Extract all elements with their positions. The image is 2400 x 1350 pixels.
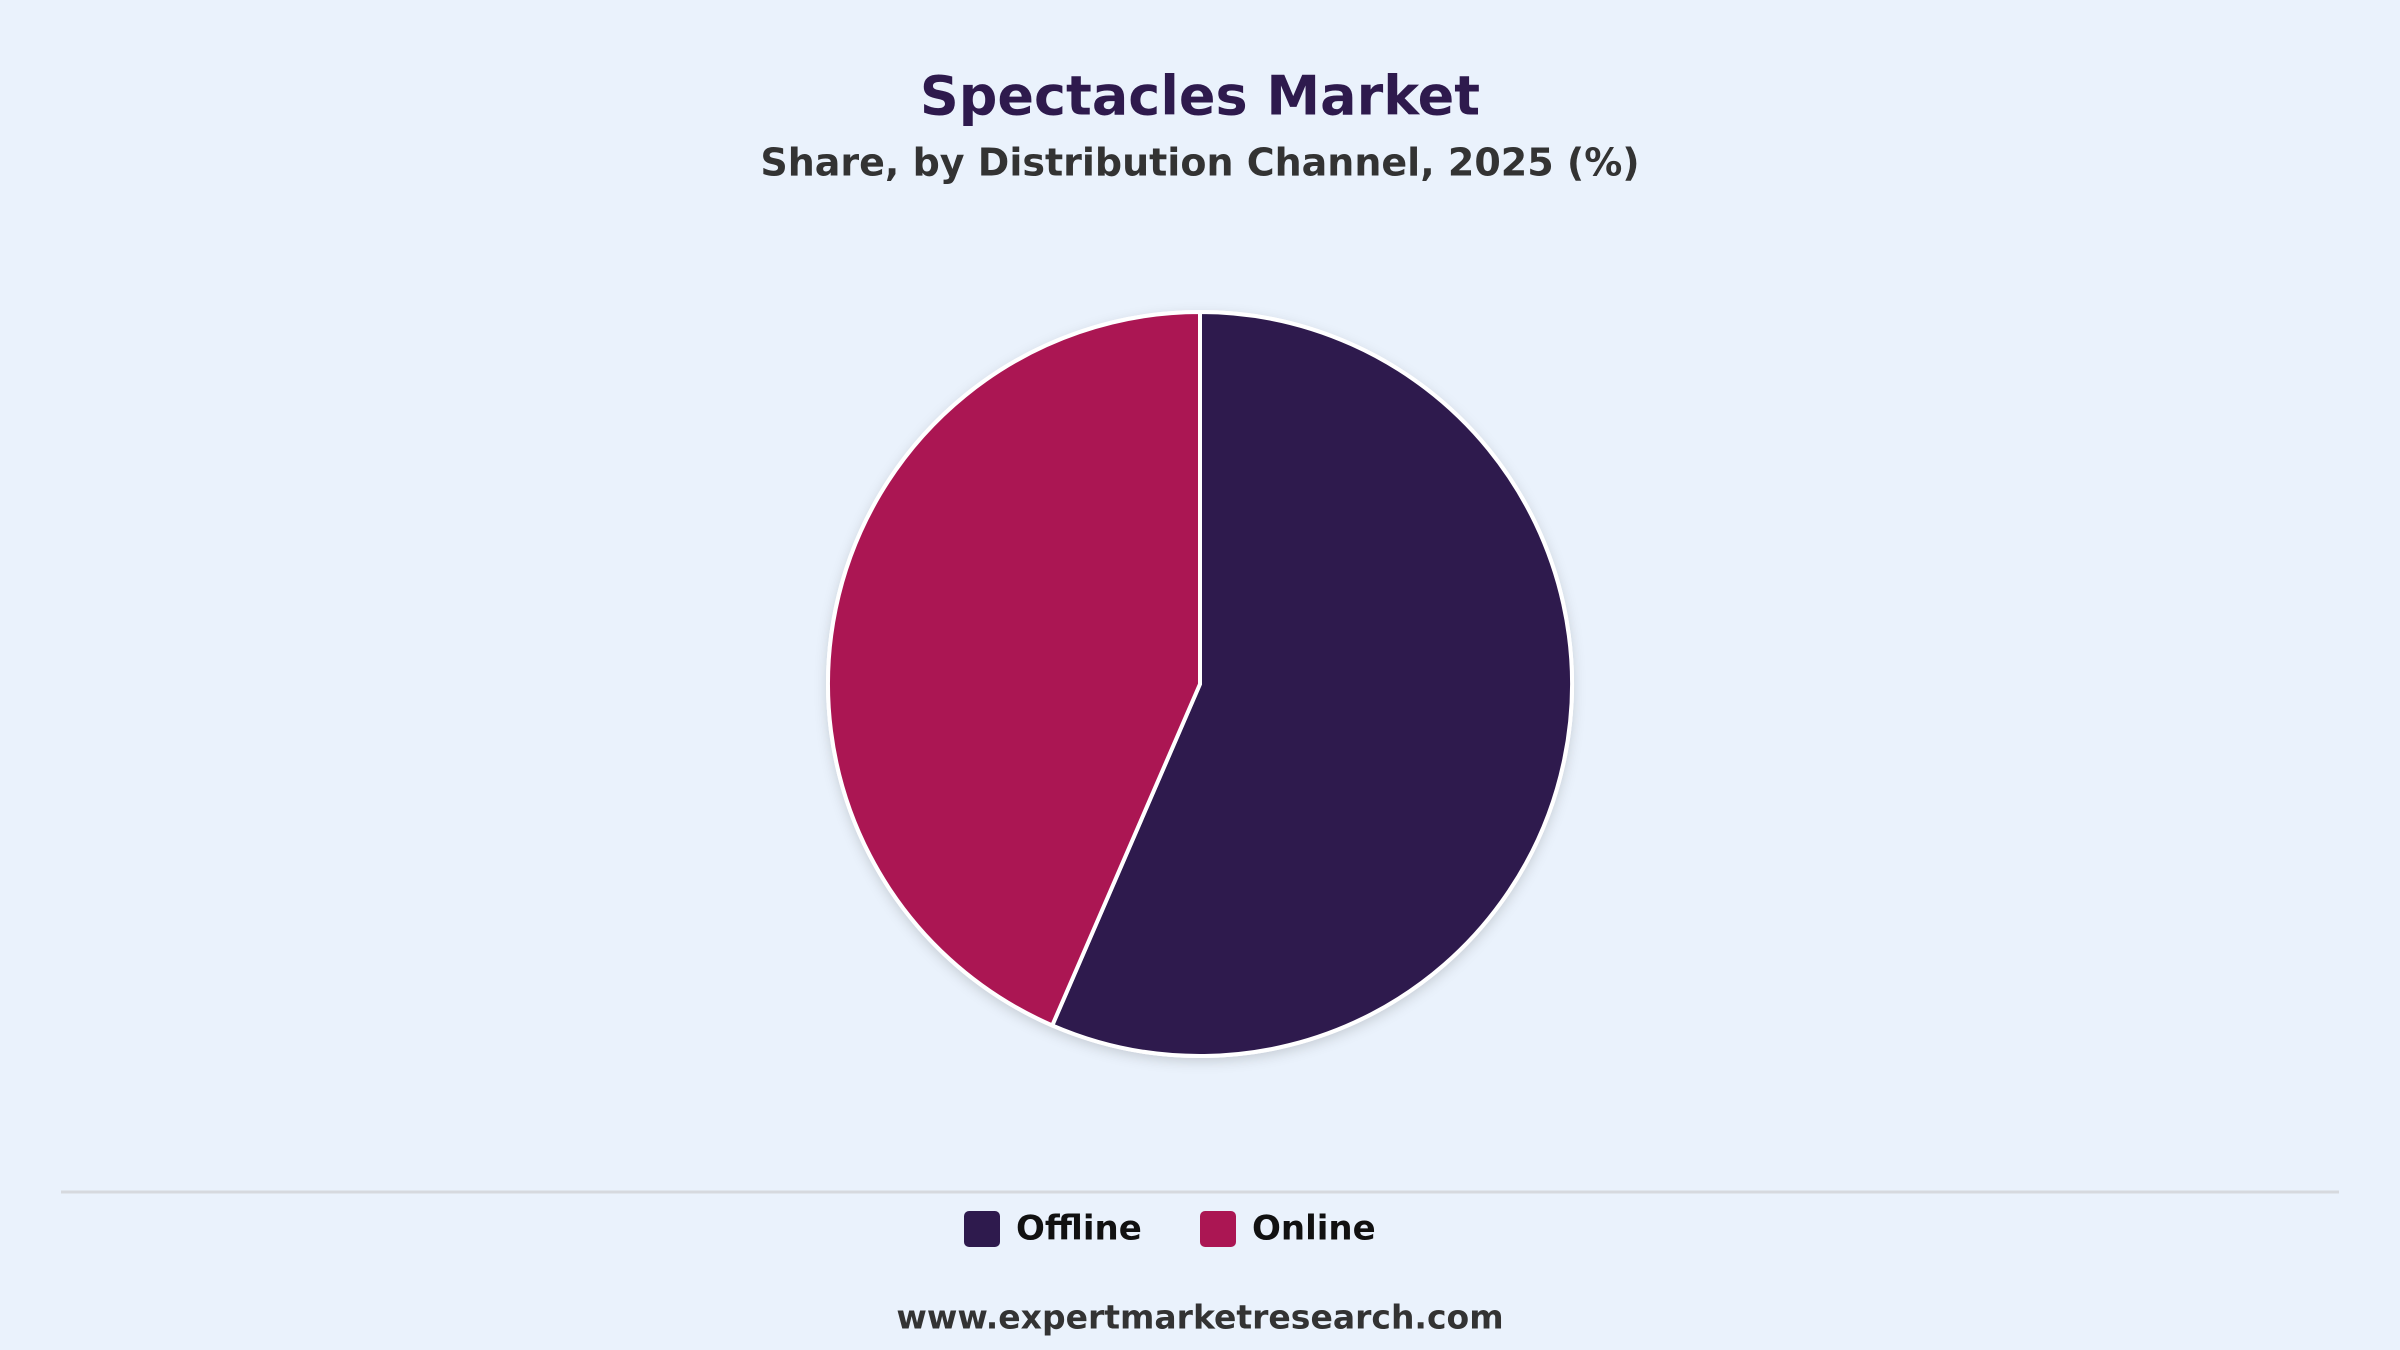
legend-label: Online bbox=[1252, 1209, 1376, 1249]
pie-slice bbox=[826, 309, 1202, 1029]
source: www.expertmarketresearch.com bbox=[896, 1298, 1503, 1337]
pie-slice bbox=[1049, 309, 1574, 1058]
legend-label: Offline bbox=[1016, 1209, 1142, 1249]
legend-swatch bbox=[1200, 1211, 1236, 1247]
chart-title: Spectacles Market bbox=[920, 65, 1480, 128]
chart-subtitle: Share, by Distribution Channel, 2025 (%) bbox=[760, 141, 1639, 185]
legend-swatch bbox=[964, 1211, 1000, 1247]
